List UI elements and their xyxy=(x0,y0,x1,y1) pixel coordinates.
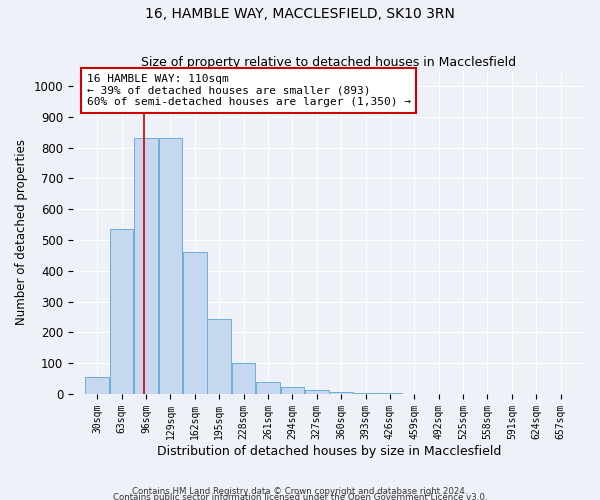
Y-axis label: Number of detached properties: Number of detached properties xyxy=(15,140,28,326)
Bar xyxy=(281,387,304,394)
X-axis label: Distribution of detached houses by size in Macclesfield: Distribution of detached houses by size … xyxy=(157,444,501,458)
Title: Size of property relative to detached houses in Macclesfield: Size of property relative to detached ho… xyxy=(142,56,517,70)
Bar xyxy=(158,138,182,394)
Text: Contains public sector information licensed under the Open Government Licence v3: Contains public sector information licen… xyxy=(113,492,487,500)
Bar xyxy=(232,363,256,394)
Text: 16, HAMBLE WAY, MACCLESFIELD, SK10 3RN: 16, HAMBLE WAY, MACCLESFIELD, SK10 3RN xyxy=(145,8,455,22)
Bar xyxy=(134,138,158,394)
Bar xyxy=(256,382,280,394)
Bar xyxy=(85,377,109,394)
Bar xyxy=(329,392,353,394)
Bar xyxy=(208,318,231,394)
Bar xyxy=(110,229,133,394)
Bar xyxy=(305,390,329,394)
Bar xyxy=(354,393,377,394)
Bar xyxy=(183,252,206,394)
Text: 16 HAMBLE WAY: 110sqm
← 39% of detached houses are smaller (893)
60% of semi-det: 16 HAMBLE WAY: 110sqm ← 39% of detached … xyxy=(86,74,410,107)
Text: Contains HM Land Registry data © Crown copyright and database right 2024.: Contains HM Land Registry data © Crown c… xyxy=(132,486,468,496)
